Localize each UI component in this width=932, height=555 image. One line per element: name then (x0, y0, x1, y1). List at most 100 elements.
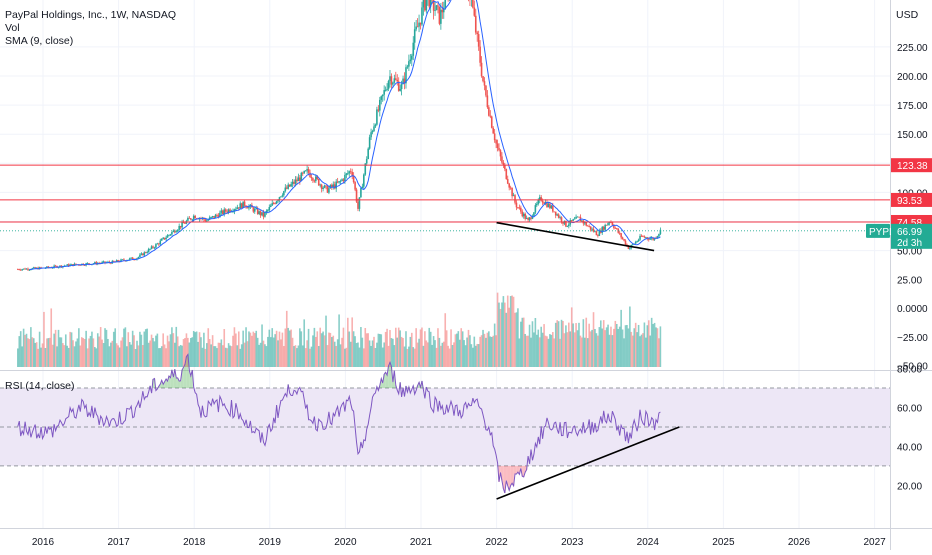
volume-bar (220, 339, 223, 367)
volume-bar (59, 337, 61, 367)
volume-bar (405, 331, 407, 367)
volume-bar (393, 345, 396, 367)
candle-body (285, 187, 288, 189)
volume-bar (105, 329, 108, 367)
volume-bar (303, 319, 306, 367)
candle (435, 5, 438, 11)
candle (299, 174, 301, 185)
candle-body (22, 268, 25, 270)
candle (527, 217, 529, 222)
volume-bar (582, 319, 585, 367)
volume-bar (658, 338, 660, 367)
volume-bar (51, 344, 54, 367)
candle-body (653, 237, 656, 240)
volume-bar (537, 329, 540, 367)
volume-bar (332, 335, 335, 367)
volume-bar (581, 337, 583, 367)
candle (522, 212, 525, 219)
candle (158, 242, 160, 247)
candle-body (480, 62, 483, 77)
volume-bar (569, 331, 572, 367)
volume-bar (22, 328, 25, 367)
candle-body (594, 231, 596, 233)
candle-body (629, 247, 631, 249)
volume-bar (240, 344, 243, 367)
candle-body (355, 189, 358, 202)
candle-body (309, 172, 311, 178)
candle (297, 173, 300, 182)
candle (174, 229, 176, 234)
candle-body (347, 173, 349, 175)
volume-bar (637, 324, 640, 367)
volume-bar (575, 323, 577, 367)
volume-bar (235, 333, 237, 367)
sma-legend[interactable]: SMA (9, close) (5, 35, 74, 47)
chart-title[interactable]: PayPal Holdings, Inc., 1W, NASDAQ (5, 9, 176, 21)
volume-bar (624, 325, 627, 367)
candle (512, 192, 515, 197)
candle-body (207, 219, 210, 221)
volume-bar (287, 327, 290, 367)
volume-bar (355, 342, 358, 367)
volume-bar (28, 339, 31, 367)
volume-bar (395, 327, 397, 367)
candle-body (422, 0, 425, 8)
volume-bar (115, 343, 118, 367)
candle-body (658, 233, 660, 237)
volume-bar (525, 335, 528, 367)
volume-bar (92, 338, 95, 367)
candle (437, 3, 439, 14)
candle-body (172, 230, 175, 233)
candle-body (344, 174, 346, 182)
volume-bar (88, 338, 90, 367)
candle-body (253, 208, 256, 212)
candle-body (354, 182, 356, 190)
candle-body (192, 215, 195, 220)
volume-bar (534, 317, 537, 367)
volume-bar (579, 335, 582, 367)
candle-body (383, 90, 385, 95)
candle-body (647, 238, 650, 240)
candle-body (525, 218, 528, 219)
candle-body (104, 261, 106, 263)
candle-body (242, 201, 244, 209)
volume-legend[interactable]: Vol (5, 22, 20, 34)
price-tick-label: 225.00 (897, 43, 928, 54)
candle (181, 219, 183, 230)
candle-body (32, 267, 35, 269)
volume-bar (31, 337, 34, 367)
candle-body (502, 162, 505, 166)
candle-body (444, 0, 447, 10)
candle-body (137, 256, 140, 259)
volume-bar (201, 347, 204, 367)
volume-bar (30, 327, 32, 367)
currency-label[interactable]: USD (896, 9, 919, 21)
volume-bar (457, 331, 460, 367)
volume-bar (483, 333, 486, 367)
candle-body (101, 262, 103, 264)
candle (290, 181, 292, 188)
volume-bar (316, 331, 319, 367)
candle-body (329, 184, 332, 189)
volume-bar (258, 344, 260, 367)
volume-bar (339, 344, 342, 367)
candle (639, 233, 641, 241)
candle (406, 64, 409, 69)
volume-bar (233, 327, 236, 367)
volume-bar (615, 323, 618, 367)
volume-bar (150, 334, 153, 367)
candle-body (399, 89, 401, 91)
volume-bar (306, 340, 308, 367)
candle (304, 170, 307, 172)
rsi-legend[interactable]: RSI (14, close) (5, 380, 75, 392)
candle-body (223, 209, 226, 215)
volume-bar (480, 335, 483, 367)
candle (546, 199, 548, 208)
candle-body (153, 247, 156, 249)
volume-bar (73, 346, 76, 367)
candle (17, 268, 19, 271)
candle (377, 105, 380, 113)
volume-bar (642, 333, 644, 367)
volume-bar (634, 322, 637, 367)
